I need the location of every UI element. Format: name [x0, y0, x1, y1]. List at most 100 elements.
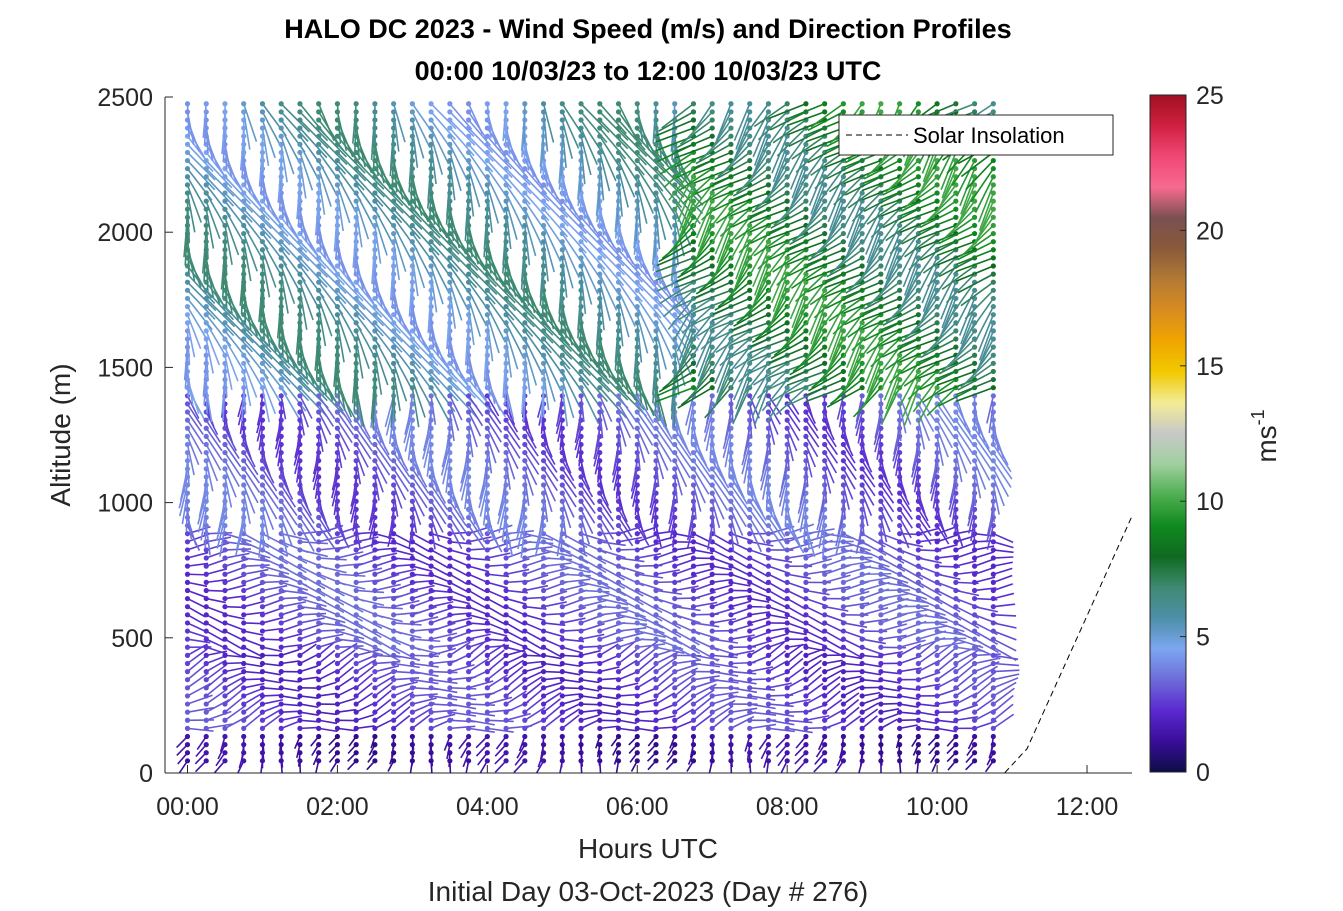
wind-barb-stem [280, 354, 310, 386]
wind-barb-stem [392, 241, 400, 280]
wind-barb-dot [503, 652, 509, 658]
wind-barb-dot [728, 604, 734, 610]
wind-barb-dot [465, 514, 472, 521]
wind-barb-dot [184, 425, 191, 431]
wind-barb-stem [412, 678, 439, 685]
wind-barb-dot [615, 133, 622, 139]
wind-barb-dot [203, 425, 209, 431]
wind-barb-dot [484, 539, 490, 545]
wind-barb-stem [186, 289, 216, 320]
wind-barb-dot [428, 717, 434, 723]
wind-barb-stem [242, 111, 251, 150]
wind-barb-dot [334, 587, 341, 594]
wind-barb-dot [447, 685, 453, 691]
wind-barb-dot [484, 709, 490, 715]
wind-barb-dot [391, 352, 397, 358]
wind-barb-stem [205, 322, 227, 357]
wind-barb-dot [353, 312, 359, 318]
wind-barb-stem [261, 492, 278, 520]
wind-barb-dot [334, 758, 341, 764]
wind-barb-dot [465, 247, 472, 253]
wind-barb-dot [203, 677, 209, 683]
wind-barb-stem [258, 525, 264, 558]
wind-barb-dot [353, 742, 359, 748]
wind-barb-stem [374, 532, 395, 540]
wind-barb-stem [617, 314, 620, 355]
wind-barb-dot [278, 612, 284, 618]
wind-barb-dot [578, 255, 584, 261]
wind-barb-dot [278, 247, 284, 253]
wind-barb-dot [709, 547, 715, 553]
wind-barb-stem [393, 630, 422, 639]
wind-barb-stem [393, 670, 420, 674]
wind-barb-dot [184, 750, 191, 756]
wind-barb-dot [222, 595, 228, 602]
wind-barb-dot [465, 620, 472, 626]
wind-barb-dot [728, 701, 734, 707]
wind-barb-dot [503, 717, 509, 723]
wind-barb-dot [690, 644, 697, 650]
wind-barb-dot [709, 660, 715, 667]
wind-barb-dot [578, 490, 584, 496]
wind-barb-dot [391, 701, 397, 707]
wind-barb-stem [393, 532, 412, 544]
wind-barb-dot [203, 433, 209, 439]
wind-barb-dot [353, 717, 359, 723]
wind-barb-dot [353, 190, 359, 196]
wind-barb-dot [222, 579, 228, 585]
wind-barb-dot [484, 579, 490, 585]
wind-barb-dot [653, 758, 659, 764]
wind-barb-dot [653, 604, 659, 610]
wind-barb-dot [409, 474, 415, 480]
wind-barb-dot [428, 587, 434, 594]
wind-barb-stem [205, 671, 226, 689]
wind-barb-dot [222, 425, 228, 431]
wind-barb-dot [297, 506, 303, 512]
wind-barb-dot [503, 328, 509, 334]
wind-barb-dot [728, 563, 734, 569]
wind-barb-dot [428, 239, 434, 245]
wind-barb-dot [222, 101, 228, 107]
wind-barb-dot [278, 490, 284, 496]
wind-barb-stem [355, 452, 366, 477]
wind-barb-dot [653, 312, 659, 318]
wind-barb-dot [184, 636, 191, 642]
wind-barb-stem [355, 673, 374, 689]
wind-barb-dot [653, 449, 659, 456]
wind-barb-dot [409, 677, 415, 683]
wind-barb-dot [259, 214, 266, 220]
wind-barb-dot [484, 133, 490, 139]
wind-barb-stem [281, 715, 302, 722]
wind-barb-stem [374, 468, 384, 493]
wind-barb-dot [428, 563, 434, 569]
wind-barb-dot [709, 376, 715, 383]
wind-barb-dot [747, 644, 753, 650]
wind-barb-dot [222, 214, 228, 220]
wind-barb-stem [219, 736, 226, 752]
wind-barb-dot [672, 677, 678, 683]
wind-barb-dot [316, 125, 322, 131]
wind-barb-stem [355, 119, 361, 160]
wind-barb-dot [615, 612, 622, 618]
wind-barb-dot [653, 595, 659, 602]
wind-barb-dot [297, 531, 303, 537]
wind-barb-dot [447, 360, 453, 366]
wind-barb-dot [222, 352, 228, 358]
wind-barb-stem [337, 597, 364, 613]
wind-barb-stem [312, 468, 320, 491]
wind-barb-stem [336, 525, 350, 549]
wind-barb-stem [374, 654, 401, 658]
wind-barb-dot [540, 669, 547, 675]
wind-barb-stem [449, 395, 463, 421]
wind-barb-stem [449, 257, 478, 289]
wind-barb-dot [316, 742, 322, 748]
wind-barb-dot [391, 344, 397, 350]
wind-barb-stem [278, 306, 282, 347]
wind-barb-dot [428, 490, 434, 496]
wind-barb-dot [597, 693, 603, 699]
wind-barb-stem [278, 290, 282, 331]
wind-barb-stem [220, 493, 226, 526]
wind-barb-stem [258, 395, 264, 419]
wind-barb-dot [465, 717, 472, 723]
wind-barb-dot [259, 344, 266, 350]
